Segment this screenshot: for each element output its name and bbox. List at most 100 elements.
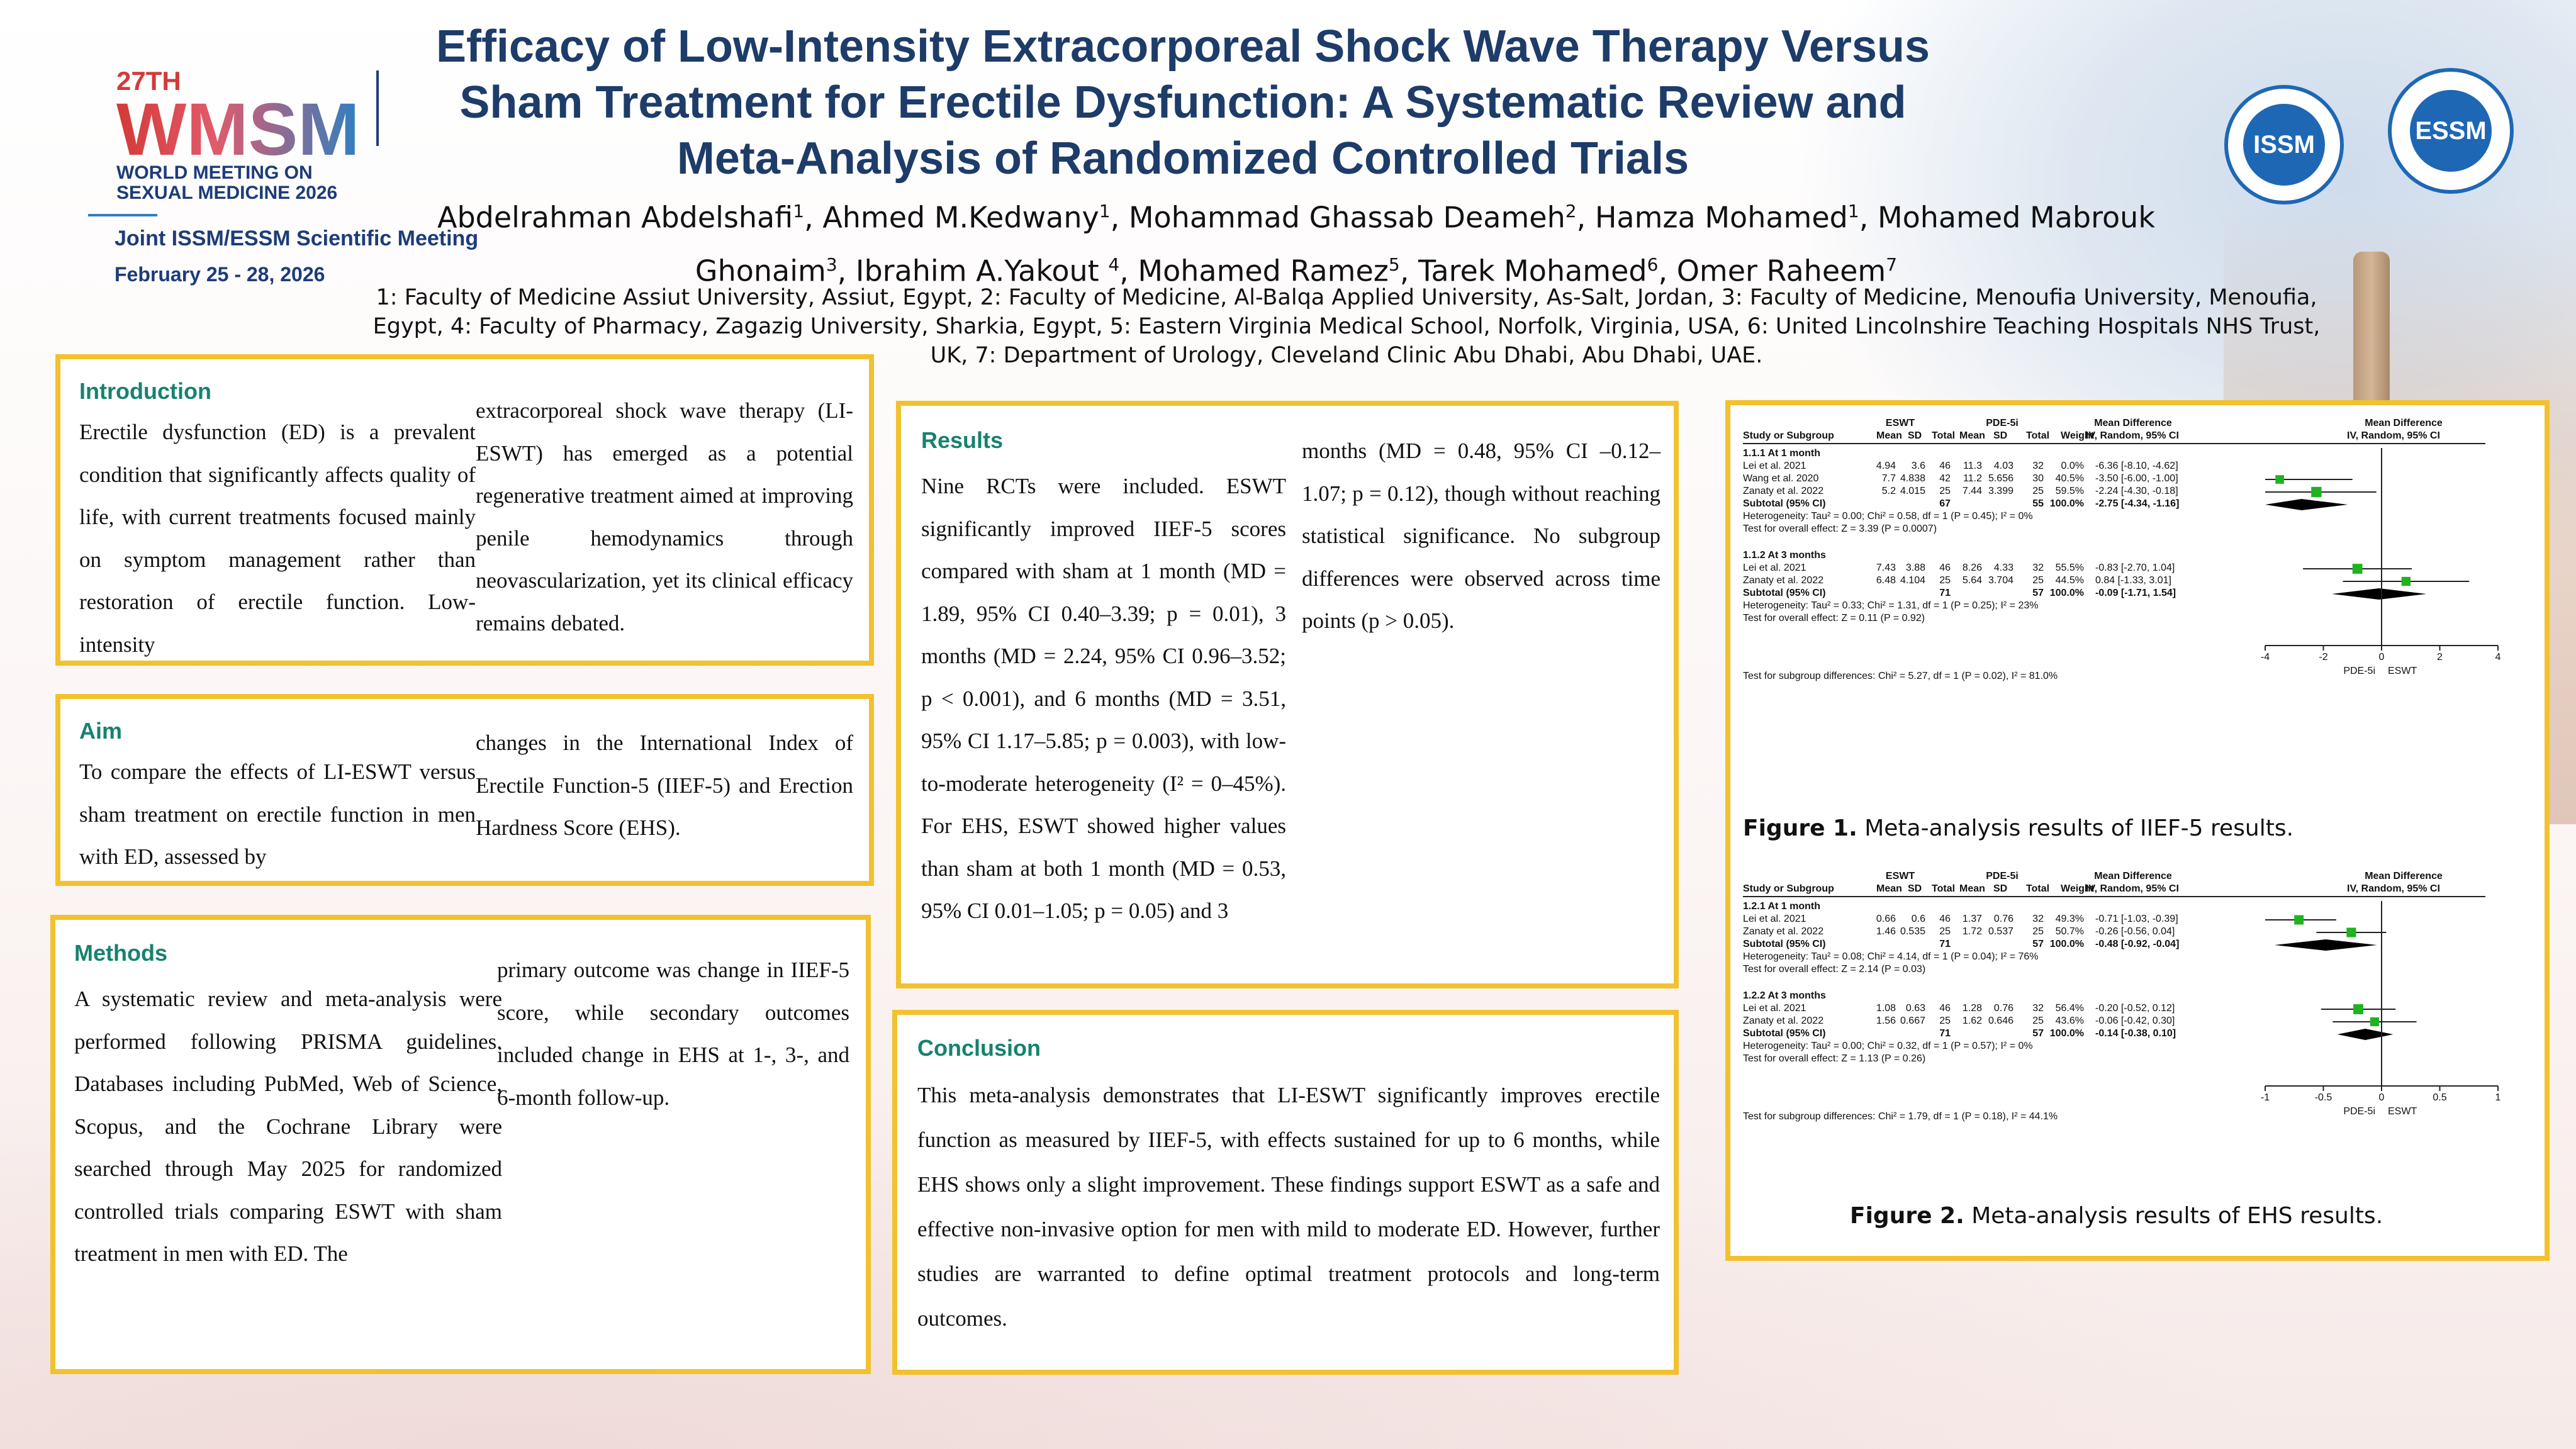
forest-header-md: Mean Difference: [2094, 418, 2172, 428]
figure-1-text: Meta-analysis results of IIEF-5 results.: [1857, 815, 2294, 841]
forest-col-header: Total: [2026, 430, 2050, 441]
methods-col-1: A systematic review and meta-analysis we…: [74, 978, 502, 1275]
forest-header-group2: PDE-5i: [1986, 418, 2019, 428]
forest-tick-label: -2: [2319, 652, 2328, 663]
forest-cell-mean2: 1.72: [1962, 926, 1982, 937]
introduction-col-2: extracorporeal shock wave therapy (LI-ES…: [476, 389, 853, 644]
introduction-text-1: Erectile dysfunction (ED) is a prevalent…: [79, 420, 476, 657]
forest-cell-total1: 42: [1939, 473, 1951, 484]
forest-subtotal-total1: 71: [1939, 1028, 1951, 1039]
forest-point-square: [2311, 486, 2322, 498]
forest-study-name: Lei et al. 2021: [1743, 914, 1806, 924]
forest-subtotal-diamond: [2274, 939, 2377, 951]
forest-study-name: Zanaty et al. 2022: [1743, 575, 1824, 586]
forest-subgroup-label: 1.1.2 At 3 months: [1743, 550, 1826, 561]
forest-col-header: SD: [1908, 430, 1922, 441]
author-name: Ghonaim: [695, 254, 826, 288]
forest-tick-label: 4: [2495, 652, 2501, 663]
forest-cell-ci: -3.50 [-6.00, -1.00]: [2095, 473, 2178, 484]
meeting-name: Joint ISSM/ESSM Scientific Meeting: [115, 227, 479, 250]
forest-cell-total2: 32: [2032, 1003, 2044, 1014]
forest-header-md-plot: Mean Difference: [2365, 418, 2443, 428]
forest-col-header: Mean: [1876, 430, 1902, 441]
forest-point-square: [2370, 1017, 2379, 1027]
forest-col-header: Total: [2026, 883, 2050, 894]
author-line-1: Abdelrahman Abdelshafi1, Ahmed M.Kedwany…: [437, 200, 2155, 235]
author-affiliation-number: 1: [1847, 201, 1859, 221]
forest-cell-mean2: 11.2: [1963, 473, 1982, 484]
forest-study-name: Zanaty et al. 2022: [1743, 1015, 1824, 1026]
forest-subtotal-diamond: [2265, 499, 2348, 510]
table-rule: [1743, 443, 2485, 444]
author-affiliation-number: 1: [793, 201, 805, 221]
forest-cell-weight: 55.5%: [2055, 562, 2084, 573]
author-affiliation-number: 5: [1388, 254, 1400, 276]
forest-point-square: [2352, 564, 2363, 574]
forest-cell-mean1: 6.48: [1876, 575, 1896, 586]
forest-cell-mean1: 7.7: [1881, 473, 1896, 484]
forest-cell-mean1: 1.56: [1876, 1015, 1896, 1026]
forest-cell-sd1: 4.015: [1900, 486, 1925, 496]
forest-cell-total1: 25: [1939, 926, 1951, 937]
forest-col-header: Mean: [1959, 430, 1985, 441]
issm-seal-text: ISSM: [2243, 104, 2325, 186]
forest-cell-total1: 46: [1939, 562, 1951, 573]
forest-cell-mean1: 7.43: [1876, 562, 1896, 573]
forest-heterogeneity: Heterogeneity: Tau² = 0.00; Chi² = 0.32,…: [1743, 1041, 2033, 1051]
forest-col-header: SD: [1908, 883, 1922, 894]
forest-heterogeneity: Heterogeneity: Tau² = 0.00; Chi² = 0.58,…: [1743, 511, 2033, 522]
forest-cell-sd2: 3.704: [1988, 575, 2013, 586]
forest-cell-weight: 59.5%: [2055, 486, 2084, 496]
results-text-2: months (MD = 0.48, 95% CI –0.12–1.07; p …: [1302, 439, 1660, 633]
author-name: Abdelrahman Abdelshafi: [437, 200, 793, 235]
aim-heading: Aim: [79, 718, 123, 744]
logo-underline: [88, 214, 157, 216]
author-name: Ahmed M.Kedwany: [822, 200, 1099, 235]
forest-col-header: Total: [1932, 883, 1956, 894]
forest-col-header: Weight: [2061, 883, 2095, 894]
forest-header-group2: PDE-5i: [1986, 871, 2019, 881]
figure-2-text: Meta-analysis results of EHS results.: [1964, 1203, 2383, 1229]
forest-cell-ci: -0.26 [-0.56, 0.04]: [2095, 926, 2175, 937]
forest-cell-sd2: 4.03: [1993, 461, 2013, 471]
results-col-2: months (MD = 0.48, 95% CI –0.12–1.07; p …: [1302, 430, 1660, 642]
forest-tick-label: 2: [2437, 652, 2443, 663]
forest-subtotal-weight: 100.0%: [2049, 1028, 2084, 1039]
author-name: Omer Raheem: [1676, 254, 1886, 288]
forest-subtotal-total2: 57: [2032, 588, 2044, 598]
forest-subtotal-ci: -0.14 [-0.38, 0.10]: [2095, 1028, 2176, 1039]
forest-cell-sd1: 0.63: [1905, 1003, 1925, 1014]
forest-subtotal-ci: -0.09 [-1.71, 1.54]: [2095, 588, 2176, 598]
forest-cell-total2: 25: [2032, 926, 2044, 937]
forest-study-name: Lei et al. 2021: [1743, 1003, 1806, 1014]
forest-plot-iief5: ESWT PDE-5i Mean Difference Mean Difference…: [1743, 418, 2536, 783]
forest-cell-sd1: 3.6: [1911, 461, 1925, 471]
forest-cell-sd2: 0.537: [1988, 926, 2013, 937]
forest-cell-weight: 50.7%: [2055, 926, 2084, 937]
forest-subtotal-total1: 71: [1939, 588, 1951, 598]
forest-plot-svg: [2265, 448, 2499, 651]
figure-1-caption: Figure 1. Meta-analysis results of IIEF-…: [1743, 815, 2293, 841]
conclusion-text: This meta-analysis demonstrates that LI-…: [917, 1083, 1660, 1331]
author-name: Mohamed Ramez: [1138, 254, 1389, 288]
introduction-text-2: extracorporeal shock wave therapy (LI-ES…: [476, 398, 853, 635]
forest-cell-sd2: 0.646: [1988, 1015, 2013, 1026]
author-list: Abdelrahman Abdelshafi1, Ahmed M.Kedwany…: [403, 187, 2190, 295]
author-line-2: Ghonaim3, Ibrahim A.Yakout 4, Mohamed Ra…: [695, 254, 1898, 288]
forest-cell-total2: 25: [2032, 575, 2044, 586]
forest-cell-sd2: 0.76: [1993, 914, 2013, 924]
author-name: Tarek Mohamed: [1418, 254, 1647, 288]
figure-2-caption: Figure 2. Meta-analysis results of EHS r…: [1850, 1203, 2383, 1229]
forest-subtotal-weight: 100.0%: [2049, 588, 2084, 598]
forest-study-name: Zanaty et al. 2022: [1743, 926, 1824, 937]
forest-subtotal-label: Subtotal (95% CI): [1743, 1028, 1826, 1039]
forest-subtotal-total2: 57: [2032, 939, 2044, 949]
forest-col-header: SD: [1993, 883, 2008, 894]
forest-cell-weight: 44.5%: [2055, 575, 2084, 586]
forest-subtotal-label: Subtotal (95% CI): [1743, 939, 1826, 949]
forest-col-header: Weight: [2061, 430, 2095, 441]
forest-header-md-plot-sub: IV, Random, 95% CI: [2347, 883, 2440, 894]
methods-heading: Methods: [74, 940, 167, 966]
forest-cell-sd2: 4.33: [1993, 562, 2013, 573]
logo-acronym: WMSM: [116, 88, 360, 171]
